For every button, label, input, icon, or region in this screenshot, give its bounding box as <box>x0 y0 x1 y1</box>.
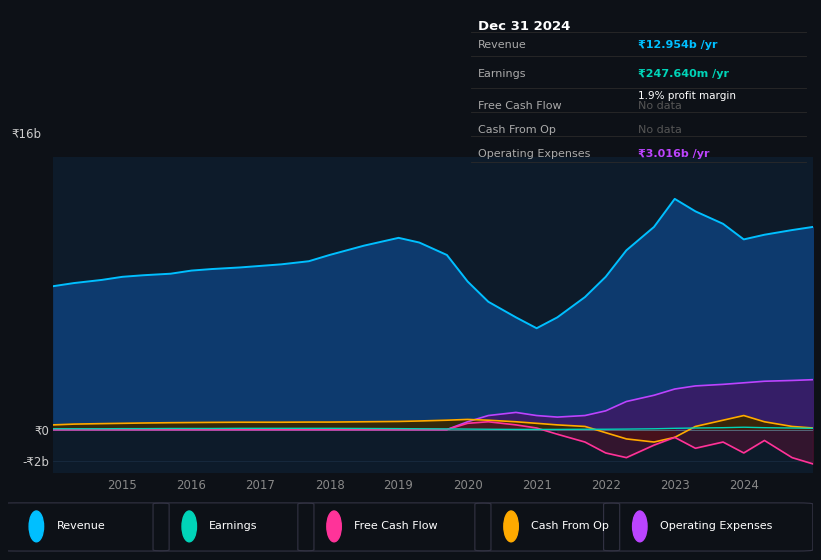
Text: Free Cash Flow: Free Cash Flow <box>478 101 562 111</box>
Text: Operating Expenses: Operating Expenses <box>660 521 773 531</box>
Text: Operating Expenses: Operating Expenses <box>478 149 590 159</box>
Text: ₹16b: ₹16b <box>11 128 42 141</box>
Text: Earnings: Earnings <box>478 69 526 79</box>
Ellipse shape <box>327 511 342 542</box>
Ellipse shape <box>504 511 518 542</box>
Text: Free Cash Flow: Free Cash Flow <box>354 521 438 531</box>
Text: Revenue: Revenue <box>478 40 526 50</box>
Text: Dec 31 2024: Dec 31 2024 <box>478 20 571 32</box>
Text: Cash From Op: Cash From Op <box>531 521 609 531</box>
Text: Earnings: Earnings <box>209 521 258 531</box>
Text: Revenue: Revenue <box>57 521 105 531</box>
Text: 1.9% profit margin: 1.9% profit margin <box>639 91 736 101</box>
Text: ₹3.016b /yr: ₹3.016b /yr <box>639 149 710 159</box>
Text: ₹12.954b /yr: ₹12.954b /yr <box>639 40 718 50</box>
Text: ₹247.640m /yr: ₹247.640m /yr <box>639 69 729 79</box>
Text: Cash From Op: Cash From Op <box>478 125 556 135</box>
Ellipse shape <box>29 511 44 542</box>
Text: No data: No data <box>639 101 682 111</box>
Ellipse shape <box>182 511 196 542</box>
Ellipse shape <box>632 511 647 542</box>
Text: No data: No data <box>639 125 682 135</box>
